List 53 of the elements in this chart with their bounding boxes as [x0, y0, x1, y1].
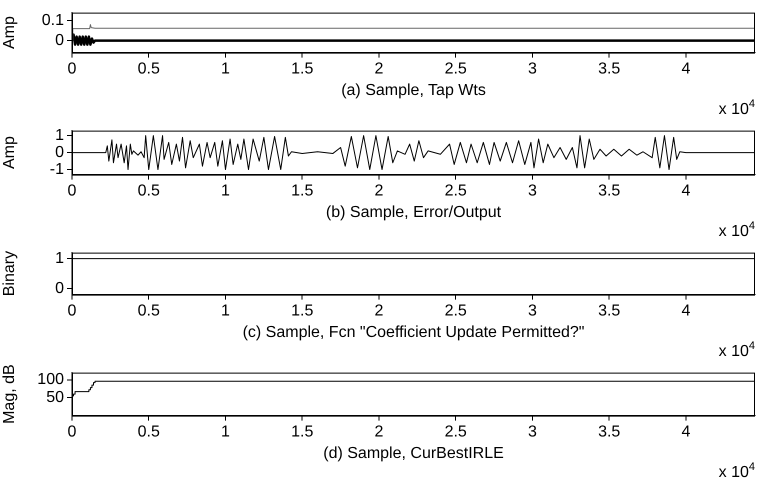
x-tick-label: 2.5	[444, 424, 467, 441]
x-tick-label: 3	[528, 182, 537, 200]
y-tick-label: 0	[55, 280, 64, 298]
x-tick-label: 1.5	[291, 302, 314, 320]
x-tick-label: 2	[374, 302, 384, 320]
x-tick-label: 1	[221, 424, 230, 441]
x-tick-label: 1.5	[291, 424, 314, 441]
x-tick-label: 1	[221, 302, 230, 320]
x-tick-label: 3.5	[598, 60, 620, 78]
x-tick-label: 2.5	[444, 60, 467, 78]
x-tick-label: 2	[374, 424, 384, 441]
y-tick-label: 0.1	[42, 12, 64, 30]
x-tick-label: 4	[681, 60, 690, 78]
x-tick-label: 0.5	[138, 60, 160, 78]
x-tick-label: 0.5	[138, 302, 160, 320]
y-axis-title: Amp	[1, 136, 18, 170]
x-tick-label: 4	[681, 182, 690, 200]
x-tick-label: 3	[528, 302, 537, 320]
x-tick-label: 2	[374, 60, 384, 78]
x-axis-title: (a) Sample, Tap Wts	[341, 82, 486, 99]
x-tick-label: 0	[68, 182, 77, 200]
y-tick-label: 1	[55, 127, 64, 144]
x-tick-label: 0	[68, 60, 77, 78]
y-tick-label: 0	[55, 144, 64, 162]
x-tick-label: 3	[528, 424, 537, 441]
x-tick-label: 0.5	[138, 424, 160, 441]
x-tick-label: 2.5	[444, 182, 467, 200]
x-tick-label: 1	[221, 60, 230, 78]
x-tick-label: 2	[374, 182, 384, 200]
y-tick-label: 100	[37, 371, 64, 388]
y-axis-title: Mag, dB	[1, 364, 18, 424]
x-tick-label: 0	[68, 302, 77, 320]
y-tick-label: 1	[55, 250, 64, 268]
x-tick-label: 0.5	[138, 182, 160, 200]
x-axis-title: (d) Sample, CurBestIRLE	[323, 444, 504, 462]
y-tick-label: 50	[46, 389, 64, 406]
x-tick-label: 2.5	[444, 302, 467, 320]
x-tick-label: 1	[221, 182, 230, 200]
x-tick-label: 4	[681, 424, 690, 441]
x-axis-title: (c) Sample, Fcn "Coefficient Update Permitted?"	[242, 324, 584, 341]
y-tick-label: -1	[50, 160, 64, 178]
y-axis-title: Amp	[1, 16, 18, 50]
x-tick-label: 3	[528, 60, 537, 78]
x-tick-label: 1.5	[291, 182, 314, 200]
x-tick-label: 3.5	[598, 424, 620, 441]
y-tick-label: 0	[55, 32, 64, 50]
x-tick-label: 4	[681, 302, 690, 320]
x-tick-label: 0	[68, 424, 77, 441]
x-tick-label: 3.5	[598, 302, 620, 320]
y-axis-title: Binary	[1, 250, 18, 296]
x-tick-label: 1.5	[291, 60, 314, 78]
x-tick-label: 3.5	[598, 182, 620, 200]
x-axis-title: (b) Sample, Error/Output	[326, 204, 502, 221]
